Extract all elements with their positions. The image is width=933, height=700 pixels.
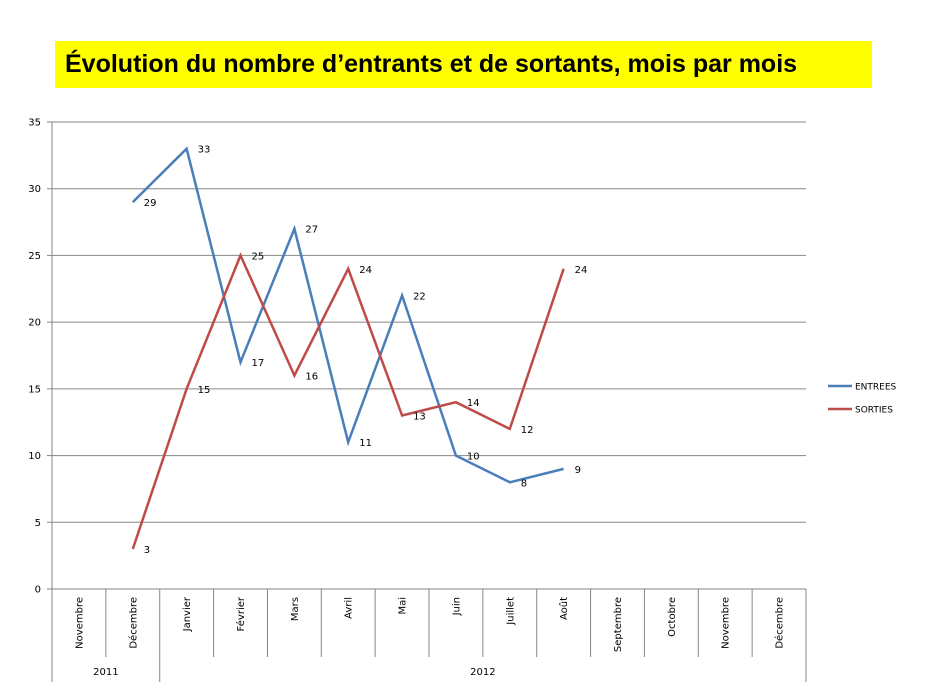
series-line-sorties xyxy=(131,252,565,550)
x-tick-label: Août xyxy=(558,597,570,620)
x-tick-label: Janvier xyxy=(182,596,193,632)
data-label-sorties: 24 xyxy=(575,265,588,276)
data-label-entrees: 27 xyxy=(305,225,318,236)
y-tick-label: 20 xyxy=(28,318,41,329)
x-tick-label: Mai xyxy=(398,597,409,615)
data-label-entrees: 22 xyxy=(413,291,426,302)
data-label-entrees: 17 xyxy=(252,358,265,369)
data-label-sorties: 24 xyxy=(359,265,372,276)
data-label-sorties: 13 xyxy=(413,412,426,423)
chart-title-banner: Évolution du nombre d’entrants et de sor… xyxy=(55,41,872,88)
x-tick-label: Novembre xyxy=(721,597,732,649)
x-tick-label: Juin xyxy=(451,597,462,616)
x-tick-label: Décembre xyxy=(127,597,139,649)
y-tick-label: 30 xyxy=(28,184,41,195)
data-label-entrees: 10 xyxy=(467,452,480,463)
legend-label-sorties: SORTIES xyxy=(855,406,893,416)
x-tick-label: Juillet xyxy=(505,597,516,626)
y-tick-label: 5 xyxy=(35,518,41,529)
data-label-sorties: 3 xyxy=(144,545,150,556)
chart-title: Évolution du nombre d’entrants et de sor… xyxy=(65,50,798,78)
data-label-sorties: 25 xyxy=(252,251,265,262)
y-tick-label: 25 xyxy=(28,251,41,262)
x-tick-label: Septembre xyxy=(613,597,624,652)
y-tick-label: 0 xyxy=(35,585,41,596)
x-tick-label: Avril xyxy=(344,597,355,619)
data-label-sorties: 16 xyxy=(305,372,318,383)
x-tick-label: Novembre xyxy=(74,597,85,649)
x-tick-label: Octobre xyxy=(667,597,678,637)
series-line-entrees xyxy=(131,146,564,484)
year-label: 2011 xyxy=(93,667,118,678)
data-label-entrees: 11 xyxy=(359,438,372,449)
x-tick-label: Mars xyxy=(290,597,301,621)
data-label-entrees: 8 xyxy=(521,478,527,489)
data-label-entrees: 29 xyxy=(144,198,157,209)
data-label-entrees: 33 xyxy=(198,145,211,156)
data-label-sorties: 14 xyxy=(467,398,480,409)
legend-label-entrees: ENTREES xyxy=(855,383,897,393)
data-label-sorties: 12 xyxy=(521,425,534,436)
y-tick-label: 10 xyxy=(28,451,41,462)
x-tick-label: Décembre xyxy=(774,597,786,649)
data-label-entrees: 9 xyxy=(575,465,581,476)
year-label: 2012 xyxy=(470,667,495,678)
y-tick-label: 35 xyxy=(28,118,41,129)
y-tick-label: 15 xyxy=(28,384,41,395)
data-label-sorties: 15 xyxy=(198,385,211,396)
x-tick-label: Février xyxy=(235,596,247,631)
